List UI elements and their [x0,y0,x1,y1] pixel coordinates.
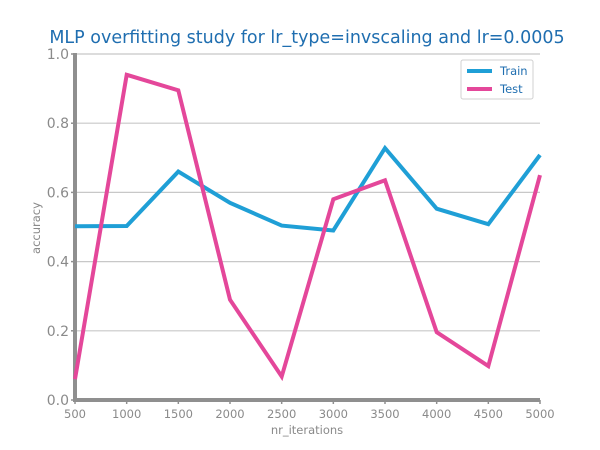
grid-lines [75,53,540,332]
x-tick-label: 4500 [474,407,503,421]
legend: Train Test [460,59,534,100]
chart-title: MLP overfitting study for lr_type=invsca… [49,28,564,48]
x-tick-label: 2000 [215,407,244,421]
y-tick-label: 1.0 [47,47,69,63]
x-axis-label: nr_iterations [271,423,343,437]
y-tick-label: 0.6 [47,185,69,201]
data-point-train [435,207,439,211]
axes [73,53,540,402]
data-point-train [538,153,542,157]
series-line-train [74,144,542,233]
data-point-train [280,224,284,228]
y-tick-label: 0.2 [47,324,69,340]
data-point-test [280,374,284,378]
data-point-test [538,173,542,177]
data-point-train [486,222,490,226]
data-point-test [435,330,439,334]
x-tick-label: 500 [64,407,86,421]
data-point-train [331,228,335,232]
legend-label-train: Train [499,64,528,78]
y-tick-label: 0.4 [47,255,69,271]
x-tick-label: 5000 [525,407,554,421]
tick-labels: 0.0 0.2 0.4 0.6 0.8 1.0 500 1000 1500 2000 2500 300… [47,47,555,421]
data-point-test [176,88,180,92]
series-lines [73,72,542,382]
x-tick-label: 2500 [267,407,296,421]
x-tick-label: 3000 [319,407,348,421]
x-tick-label: 4000 [422,407,451,421]
legend-label-test: Test [499,82,523,96]
data-point-test [73,377,77,381]
data-point-train [383,146,387,150]
data-point-test [383,178,387,182]
series-line-test [73,72,542,382]
data-point-test [125,73,129,77]
y-tick-label: 0.8 [47,116,69,132]
x-tick-label: 1000 [112,407,141,421]
data-point-train [176,170,180,174]
data-point-test [228,298,232,302]
x-tick-label: 1500 [164,407,193,421]
data-point-train [228,201,232,205]
data-point-test [486,364,490,368]
y-axis-label: accuracy [29,202,43,254]
data-point-test [331,197,335,201]
data-point-train [73,224,77,228]
y-tick-label: 0.0 [47,393,69,409]
data-point-train [125,224,129,228]
x-tick-label: 3500 [370,407,399,421]
